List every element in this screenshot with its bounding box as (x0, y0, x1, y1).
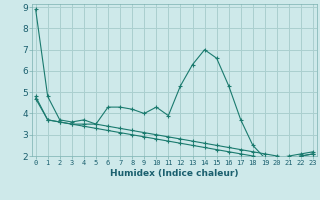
X-axis label: Humidex (Indice chaleur): Humidex (Indice chaleur) (110, 169, 239, 178)
